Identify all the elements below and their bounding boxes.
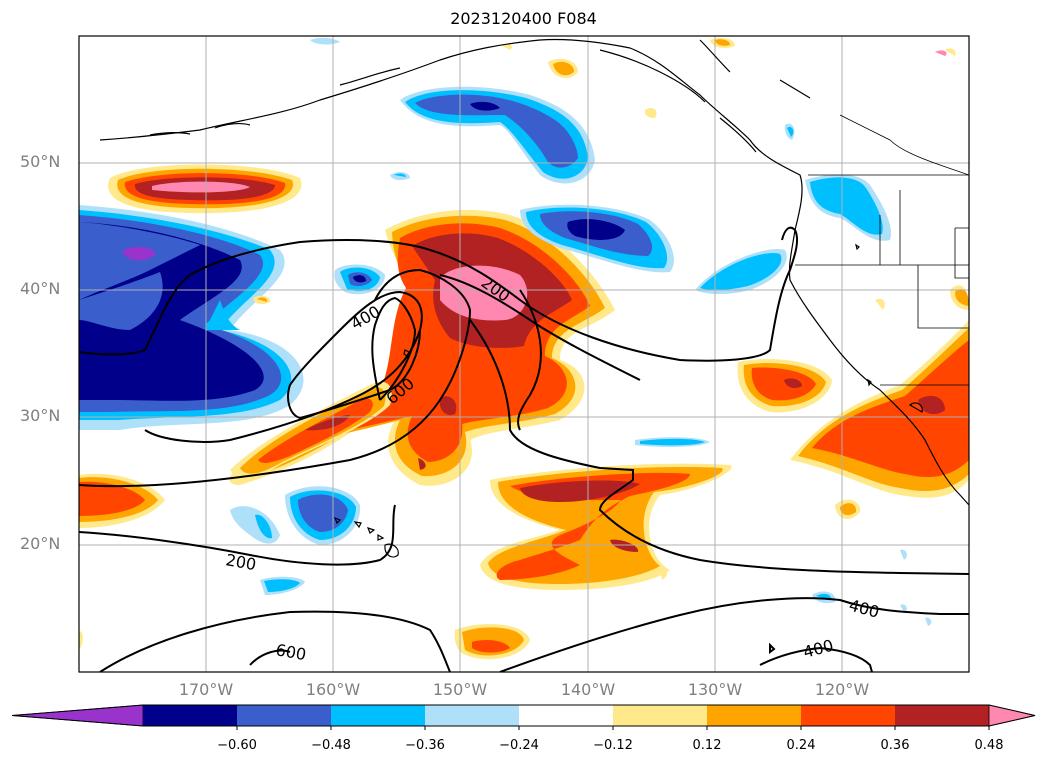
lon-label: 130°W — [687, 680, 743, 699]
coastlines — [99, 38, 969, 506]
contour-label: 400 — [348, 302, 384, 334]
colorbar-tick-label: 0.36 — [880, 738, 910, 753]
lon-label: 150°W — [432, 680, 488, 699]
colorbar-tick-label: −0.36 — [405, 738, 445, 753]
contour-label: 600 — [274, 640, 307, 664]
borders — [795, 114, 969, 386]
colorbar-tick-label: 0.48 — [974, 738, 1004, 753]
contour-400-north — [144, 290, 423, 443]
contour-400-south — [499, 597, 969, 672]
lon-label: 170°W — [178, 680, 234, 699]
gridlines — [79, 36, 969, 672]
contour-label: 400 — [801, 636, 835, 662]
colorbar-segment — [519, 705, 614, 726]
contour-200-north — [79, 226, 799, 362]
lat-label: 20°N — [20, 534, 61, 553]
colorbar-tick-label: −0.48 — [311, 738, 351, 753]
lat-label: 40°N — [20, 279, 61, 298]
colorbar-tick-label: −0.12 — [593, 738, 633, 753]
lon-label: 160°W — [305, 680, 361, 699]
lon-label: 140°W — [560, 680, 616, 699]
contour-lower — [469, 319, 969, 575]
contour-600-south — [99, 610, 451, 672]
contour-label: 400 — [847, 596, 881, 622]
colorbar-segment — [613, 705, 708, 726]
lat-label: 30°N — [20, 406, 61, 425]
colorbar-segment — [425, 705, 520, 726]
contour-600-central — [371, 296, 417, 401]
colorbar-tick-label: −0.24 — [499, 738, 539, 753]
colorbar-tick-label: 0.24 — [786, 738, 816, 753]
colorbar-segment — [895, 705, 990, 726]
map-title: 2023120400 F084 — [450, 9, 597, 28]
shaded-field — [79, 37, 969, 660]
colorbar-segment — [707, 705, 802, 726]
colorbar-segment — [143, 705, 238, 726]
colorbar-tick-label: 0.12 — [692, 738, 722, 753]
colorbar-extend-max — [988, 704, 1036, 727]
colorbar-segment — [801, 705, 896, 726]
colorbar-segment — [331, 705, 426, 726]
lat-label: 50°N — [20, 152, 61, 171]
height-contours — [79, 226, 969, 672]
contour-label: 200 — [224, 550, 257, 574]
colorbar — [11, 704, 1036, 730]
colorbar-tick-label: −0.60 — [217, 738, 257, 753]
lon-label: 120°W — [814, 680, 870, 699]
colorbar-segment — [237, 705, 332, 726]
colorbar-outline — [11, 704, 1036, 727]
colorbar-extend-min — [11, 704, 144, 727]
map-frame — [78, 35, 970, 673]
